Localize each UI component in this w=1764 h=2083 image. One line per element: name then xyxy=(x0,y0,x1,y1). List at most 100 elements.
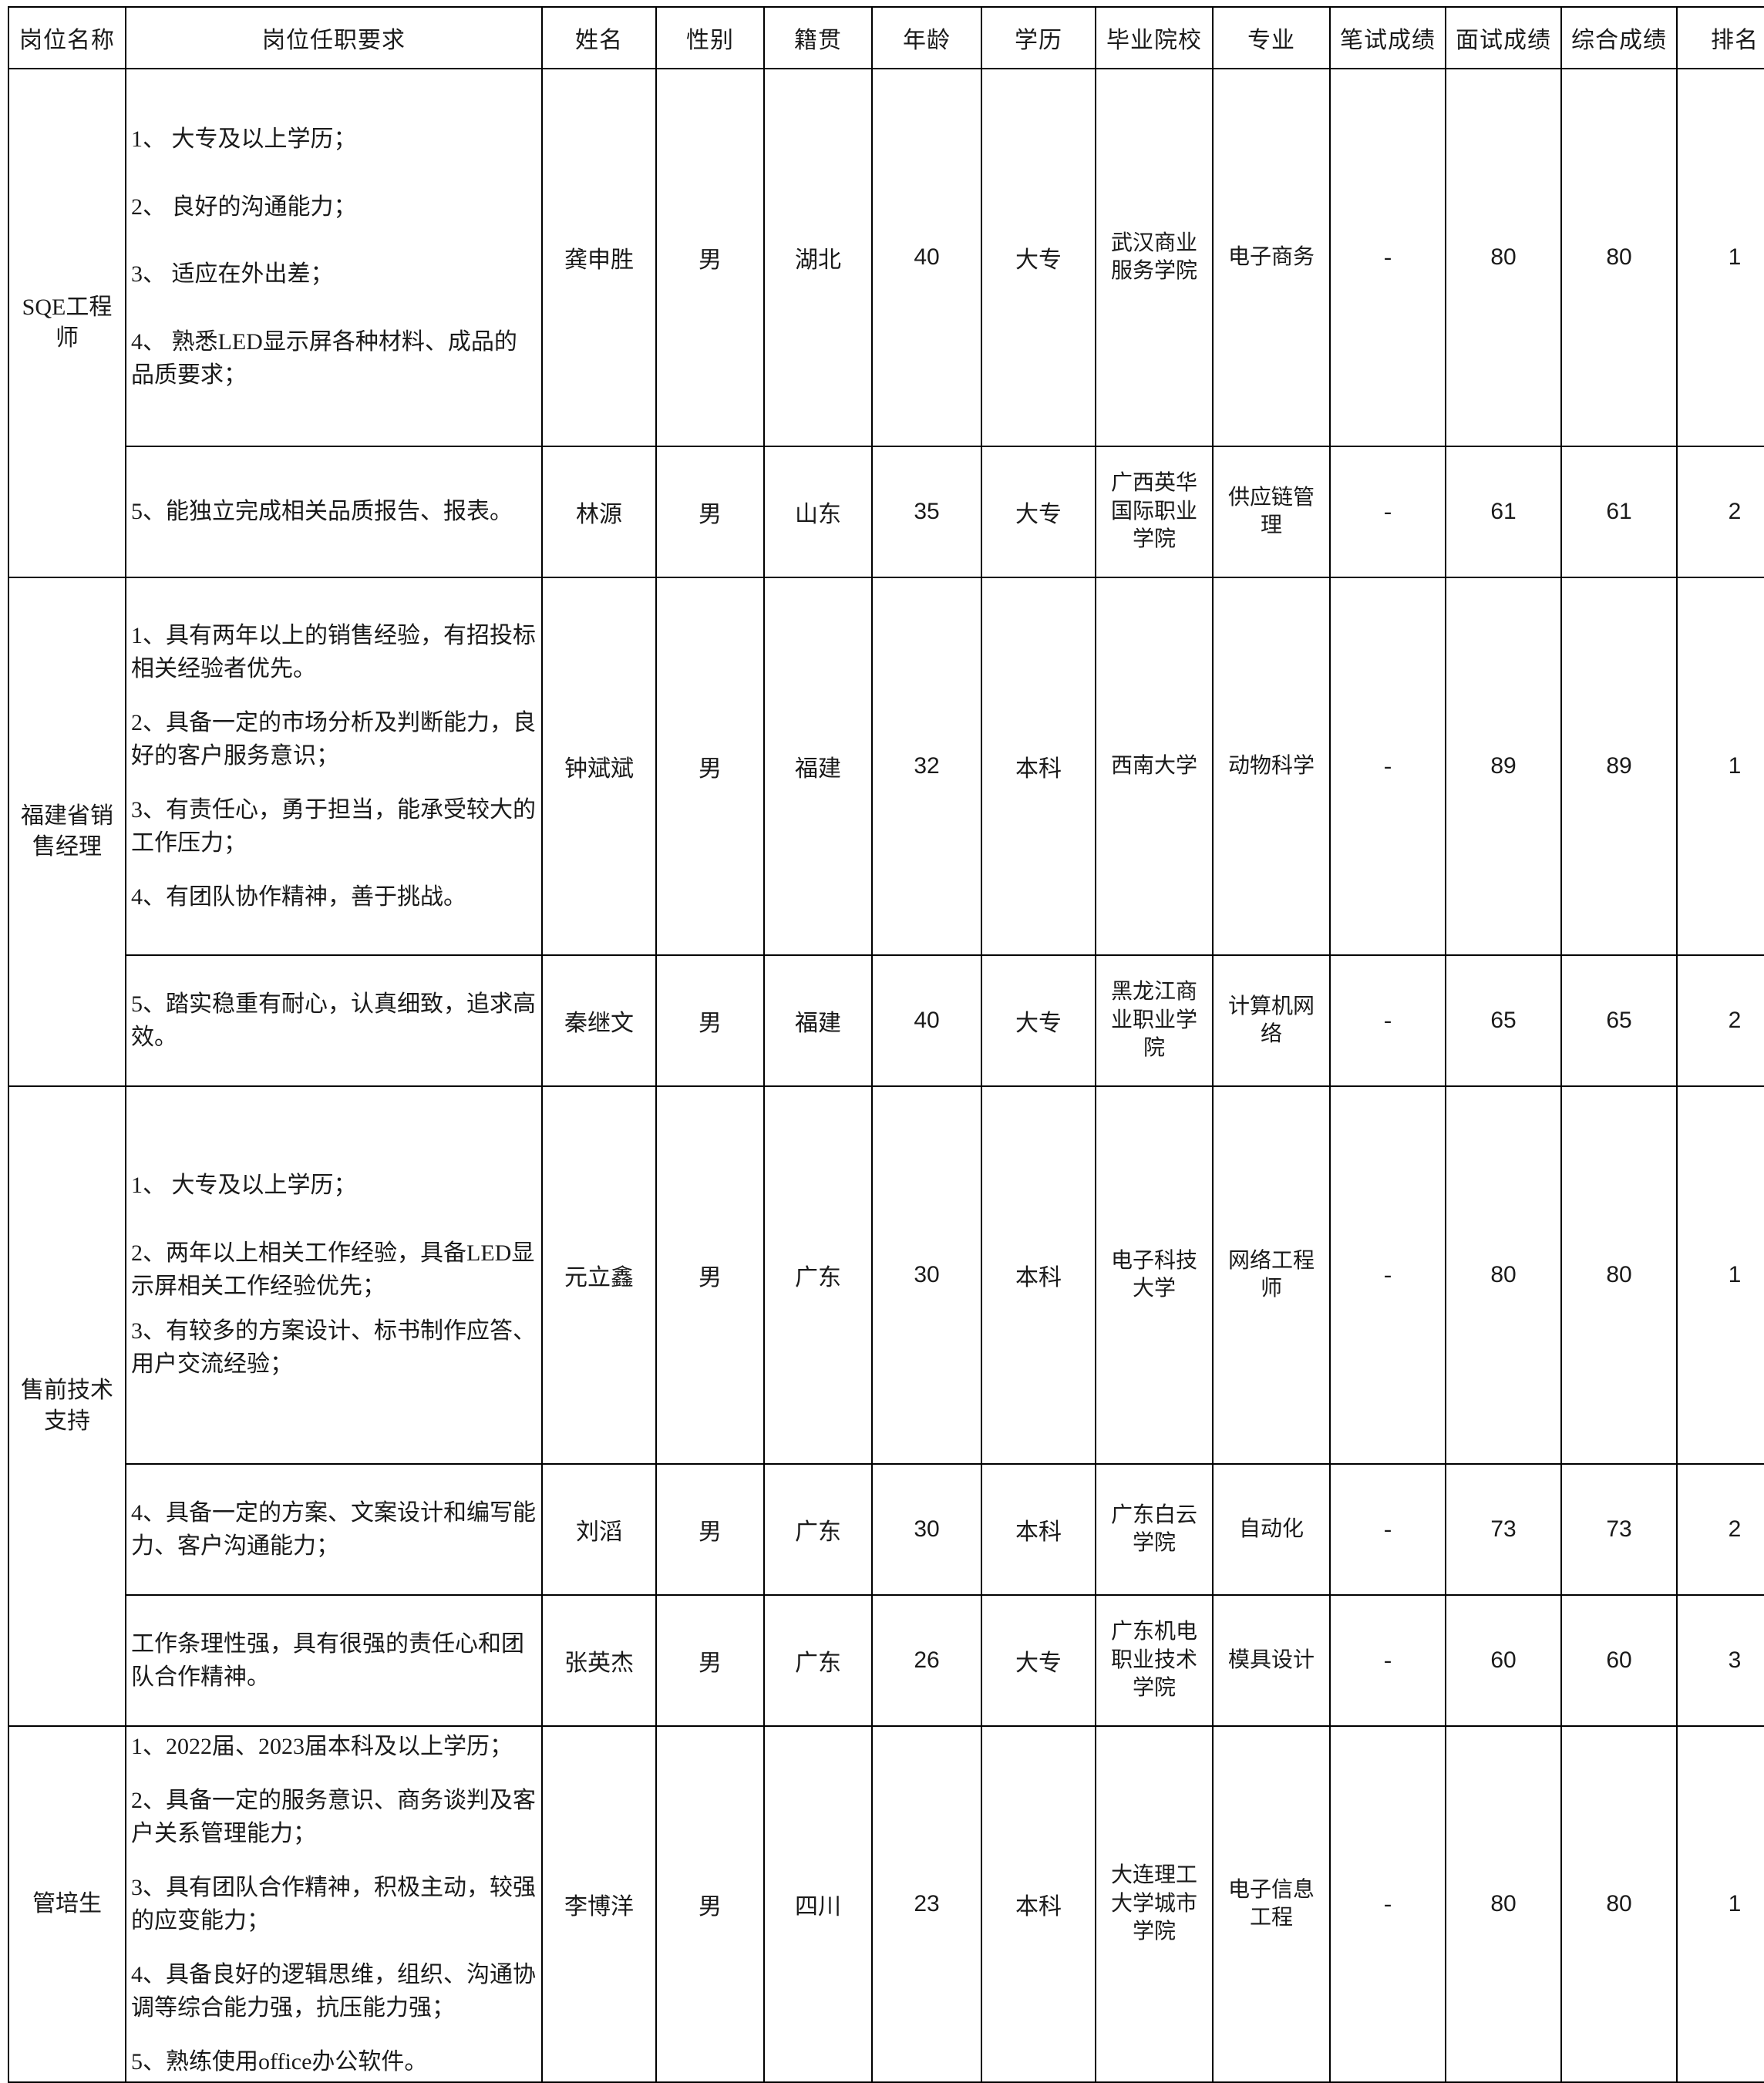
candidate-name: 龚申胜 xyxy=(541,68,657,447)
candidate-name: 刘滔 xyxy=(541,1463,657,1596)
candidate-education: 本科 xyxy=(981,577,1096,956)
candidate-native-place: 广东 xyxy=(763,1594,873,1727)
candidate-total-score: 80 xyxy=(1560,1725,1678,2083)
candidate-total-score: 61 xyxy=(1560,446,1678,578)
candidate-education: 本科 xyxy=(981,1725,1096,2083)
candidate-interview-score: 61 xyxy=(1445,446,1562,578)
column-header-native-place: 籍贯 xyxy=(763,6,873,69)
table-row: 福建省销售经理 1、具有两年以上的销售经验，有招投标相关经验者优先。 2、具备一… xyxy=(8,577,1764,1087)
column-header-name: 姓名 xyxy=(541,6,657,69)
column-header-written-score: 笔试成绩 xyxy=(1329,6,1446,69)
candidate-gender: 男 xyxy=(655,1725,765,2083)
candidate-rank: 3 xyxy=(1676,1594,1764,1727)
post-requirements-cell-cont: 4、具备一定的方案、文案设计和编写能力、客户沟通能力； xyxy=(125,1463,543,1596)
candidate-school: 武汉商业服务学院 xyxy=(1095,68,1214,447)
requirement-line: 1、 大专及以上学历； xyxy=(131,1173,357,1199)
column-header-gender: 性别 xyxy=(655,6,765,69)
requirement-line: 4、 熟悉LED显示屏各种材料、成品的品质要求； xyxy=(131,328,517,389)
candidate-education: 大专 xyxy=(981,68,1096,447)
post-requirements-cell-cont: 5、踏实稳重有耐心，认真细致，追求高效。 xyxy=(125,954,543,1087)
candidate-school: 西南大学 xyxy=(1095,577,1214,956)
recruitment-results-sheet: 岗位名称 岗位任职要求 姓名 性别 籍贯 年龄 学历 毕业院校 专业 笔试成绩 … xyxy=(8,6,1764,2083)
candidate-age: 40 xyxy=(871,68,982,447)
candidate-native-place: 福建 xyxy=(763,954,873,1087)
candidate-written-score: - xyxy=(1329,1725,1446,2083)
candidate-major: 网络工程师 xyxy=(1212,1085,1331,1465)
requirement-line: 5、踏实稳重有耐心，认真细致，追求高效。 xyxy=(131,991,536,1051)
column-header-major: 专业 xyxy=(1212,6,1331,69)
table-row: 4、具备一定的方案、文案设计和编写能力、客户沟通能力； 刘滔 男 广东 30 本… xyxy=(8,1463,1764,1596)
post-requirements-cell: 1、2022届、2023届本科及以上学历； 2、具备一定的服务意识、商务谈判及客… xyxy=(125,1725,543,2083)
requirement-line: 1、具有两年以上的销售经验，有招投标相关经验者优先。 xyxy=(131,622,536,682)
candidate-gender: 男 xyxy=(655,1594,765,1727)
requirement-line: 3、有较多的方案设计、标书制作应答、用户交流经验； xyxy=(131,1317,536,1378)
candidate-name: 张英杰 xyxy=(541,1594,657,1727)
candidate-age: 32 xyxy=(871,577,982,956)
candidate-written-score: - xyxy=(1329,954,1446,1087)
candidate-interview-score: 89 xyxy=(1445,577,1562,956)
candidate-education: 大专 xyxy=(981,446,1096,578)
table-row: 工作条理性强，具有很强的责任心和团队合作精神。 张英杰 男 广东 26 大专 广… xyxy=(8,1594,1764,1727)
candidate-age: 40 xyxy=(871,954,982,1087)
candidate-major: 电子信息工程 xyxy=(1212,1725,1331,2083)
candidate-native-place: 湖北 xyxy=(763,68,873,447)
candidate-major: 自动化 xyxy=(1212,1463,1331,1596)
candidate-major: 动物科学 xyxy=(1212,577,1331,956)
requirement-line: 4、具备一定的方案、文案设计和编写能力、客户沟通能力； xyxy=(131,1499,536,1560)
column-header-total-score: 综合成绩 xyxy=(1560,6,1678,69)
candidate-age: 30 xyxy=(871,1085,982,1465)
requirement-line: 1、2022届、2023届本科及以上学历； xyxy=(131,1734,513,1759)
candidate-name: 钟斌斌 xyxy=(541,577,657,956)
column-header-post-requirements: 岗位任职要求 xyxy=(125,6,543,69)
post-name-cell: 售前技术支持 xyxy=(8,1085,126,1727)
requirement-line: 5、能独立完成相关品质报告、报表。 xyxy=(131,499,513,525)
candidate-name: 林源 xyxy=(541,446,657,578)
candidate-gender: 男 xyxy=(655,577,765,956)
requirement-line: 2、具备一定的服务意识、商务谈判及客户关系管理能力； xyxy=(131,1787,536,1847)
candidate-interview-score: 80 xyxy=(1445,1085,1562,1465)
column-header-post-name: 岗位名称 xyxy=(8,6,126,69)
candidate-written-score: - xyxy=(1329,68,1446,447)
candidate-major: 计算机网络 xyxy=(1212,954,1331,1087)
candidate-education: 本科 xyxy=(981,1085,1096,1465)
candidate-education: 大专 xyxy=(981,1594,1096,1727)
post-requirements-cell: 1、具有两年以上的销售经验，有招投标相关经验者优先。 2、具备一定的市场分析及判… xyxy=(125,577,543,956)
requirement-line: 工作条理性强，具有很强的责任心和团队合作精神。 xyxy=(131,1630,524,1691)
table-row: 管培生 1、2022届、2023届本科及以上学历； 2、具备一定的服务意识、商务… xyxy=(8,1725,1764,2083)
candidate-interview-score: 80 xyxy=(1445,68,1562,447)
candidate-native-place: 广东 xyxy=(763,1085,873,1465)
requirement-line: 2、 良好的沟通能力； xyxy=(131,193,357,220)
candidate-gender: 男 xyxy=(655,446,765,578)
requirement-line: 3、有责任心，勇于担当，能承受较大的工作压力； xyxy=(131,796,536,856)
requirement-line: 2、具备一定的市场分析及判断能力，良好的客户服务意识； xyxy=(131,709,536,769)
candidate-interview-score: 60 xyxy=(1445,1594,1562,1727)
candidate-school: 电子科技大学 xyxy=(1095,1085,1214,1465)
candidate-total-score: 80 xyxy=(1560,68,1678,447)
candidate-school: 大连理工大学城市学院 xyxy=(1095,1725,1214,2083)
candidate-school: 广东白云学院 xyxy=(1095,1463,1214,1596)
column-header-interview-score: 面试成绩 xyxy=(1445,6,1562,69)
candidate-education: 大专 xyxy=(981,954,1096,1087)
candidate-gender: 男 xyxy=(655,954,765,1087)
candidate-rank: 2 xyxy=(1676,954,1764,1087)
candidate-major: 供应链管理 xyxy=(1212,446,1331,578)
candidate-age: 26 xyxy=(871,1594,982,1727)
column-header-school: 毕业院校 xyxy=(1095,6,1214,69)
candidate-rank: 1 xyxy=(1676,1085,1764,1465)
candidate-written-score: - xyxy=(1329,577,1446,956)
table-header: 岗位名称 岗位任职要求 姓名 性别 籍贯 年龄 学历 毕业院校 专业 笔试成绩 … xyxy=(8,6,1764,69)
candidate-interview-score: 65 xyxy=(1445,954,1562,1087)
candidate-name: 元立鑫 xyxy=(541,1085,657,1465)
candidate-major: 电子商务 xyxy=(1212,68,1331,447)
requirement-line: 4、具备良好的逻辑思维，组织、沟通协调等综合能力强，抗压能力强； xyxy=(131,1961,536,2021)
candidate-name: 秦继文 xyxy=(541,954,657,1087)
requirement-line: 3、具有团队合作精神，积极主动，较强的应变能力； xyxy=(131,1874,536,1934)
candidate-name: 李博洋 xyxy=(541,1725,657,2083)
column-header-education: 学历 xyxy=(981,6,1096,69)
header-row: 岗位名称 岗位任职要求 姓名 性别 籍贯 年龄 学历 毕业院校 专业 笔试成绩 … xyxy=(8,6,1764,69)
requirement-line: 1、 大专及以上学历； xyxy=(131,126,357,153)
candidate-written-score: - xyxy=(1329,446,1446,578)
post-requirements-cell-cont: 5、能独立完成相关品质报告、报表。 xyxy=(125,446,543,578)
candidate-rank: 1 xyxy=(1676,1725,1764,2083)
candidate-interview-score: 80 xyxy=(1445,1725,1562,2083)
